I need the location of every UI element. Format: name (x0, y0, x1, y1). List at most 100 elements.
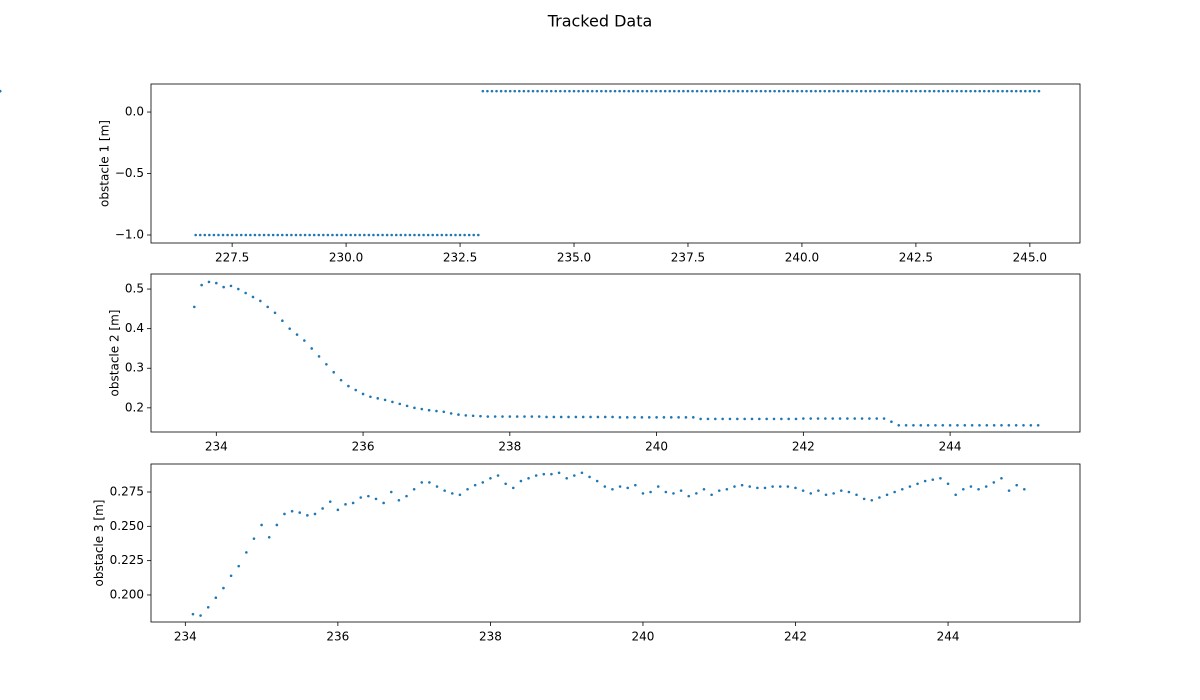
data-point (1022, 423, 1025, 427)
x-tick-label: 227.5 (215, 251, 249, 265)
data-point (344, 233, 348, 237)
data-point (574, 415, 578, 419)
data-point (479, 414, 482, 418)
data-point (969, 485, 973, 488)
data-point (312, 233, 316, 237)
data-point (513, 89, 517, 93)
x-tick-label: 242.5 (899, 251, 933, 265)
data-point (449, 233, 453, 237)
x-tick-label: 237.5 (671, 251, 705, 265)
data-point (613, 89, 617, 93)
y-tick-label: −1.0 (115, 228, 144, 242)
data-point (897, 423, 901, 427)
data-point (641, 492, 645, 495)
data-point (303, 233, 307, 237)
data-point (937, 89, 940, 93)
data-point (603, 485, 607, 488)
data-point (645, 89, 649, 93)
data-point (1015, 483, 1018, 487)
data-point (794, 417, 798, 421)
data-point (369, 395, 372, 399)
x-tick-label: 234 (205, 440, 228, 454)
x-tick-label: 244 (937, 630, 960, 644)
data-point (832, 492, 835, 495)
data-point (631, 89, 635, 93)
data-point (285, 233, 289, 237)
x-tick-label: 240 (632, 630, 655, 644)
data-point (559, 89, 562, 93)
data-point (727, 89, 731, 93)
data-point (750, 417, 754, 421)
data-point (200, 283, 203, 287)
data-point (222, 285, 225, 289)
data-point (481, 89, 485, 93)
data-point (596, 415, 600, 419)
data-point (191, 612, 195, 616)
data-point (684, 416, 688, 419)
data-point (306, 514, 309, 517)
data-point (914, 89, 918, 93)
data-point (885, 493, 889, 497)
data-point (962, 487, 965, 491)
data-point (636, 89, 640, 93)
data-point (390, 233, 393, 237)
data-point (361, 392, 365, 396)
data-point (276, 233, 280, 237)
data-point (887, 89, 890, 93)
data-point (1014, 89, 1018, 93)
data-point (486, 415, 490, 418)
data-point (288, 327, 291, 330)
data-point (367, 494, 370, 498)
data-point (427, 408, 431, 412)
data-point (672, 492, 675, 495)
data-point (328, 500, 332, 503)
data-point (978, 89, 982, 93)
data-point (376, 233, 380, 237)
data-point (841, 89, 845, 93)
data-point (397, 498, 401, 502)
data-point (741, 89, 744, 93)
data-point (673, 89, 676, 93)
data-point (816, 417, 820, 420)
data-point (420, 481, 424, 484)
data-point (984, 485, 988, 488)
data-point (267, 536, 271, 539)
data-point (908, 485, 912, 488)
data-point (1029, 423, 1033, 427)
data-point (847, 490, 851, 494)
data-point (194, 233, 197, 237)
data-point (837, 89, 840, 93)
data-point (939, 476, 942, 480)
data-point (317, 355, 321, 358)
y-tick-label: 0.4 (125, 321, 144, 335)
data-point (890, 420, 893, 424)
data-point (869, 89, 872, 93)
data-point (349, 233, 352, 237)
data-point (839, 489, 843, 492)
data-point (786, 485, 790, 488)
data-point (518, 89, 521, 93)
data-point (486, 89, 489, 93)
data-point (408, 233, 412, 237)
data-point (878, 496, 881, 499)
data-point (449, 412, 453, 415)
data-point (325, 362, 328, 366)
data-point (669, 416, 673, 419)
data-point (954, 493, 957, 497)
data-point (910, 89, 913, 93)
data-point (206, 606, 210, 609)
data-point (266, 305, 269, 309)
data-point (463, 233, 466, 237)
data-point (611, 415, 614, 419)
data-point (786, 89, 790, 93)
data-point (714, 89, 717, 93)
data-point (298, 511, 302, 514)
data-point (923, 89, 927, 93)
data-point (627, 89, 631, 93)
data-point (973, 89, 977, 93)
data-point (1019, 89, 1023, 93)
data-point (389, 490, 393, 494)
data-point (404, 233, 407, 237)
data-point (928, 89, 931, 93)
data-point (604, 89, 608, 93)
